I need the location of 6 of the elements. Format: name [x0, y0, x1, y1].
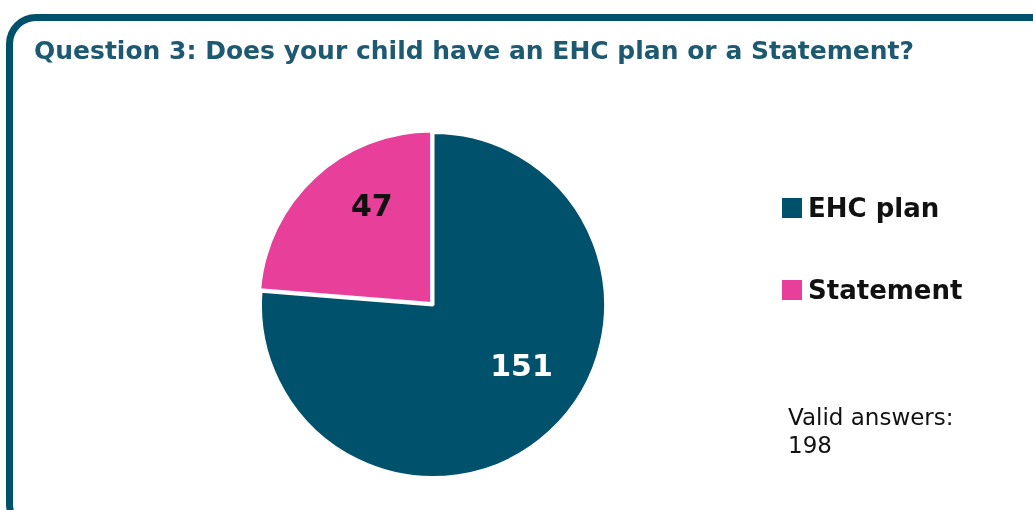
legend-label: EHC plan: [808, 193, 940, 223]
legend-label: Statement: [808, 275, 963, 305]
data-label: 47: [350, 188, 393, 224]
chart-title: Question 3: Does your child have an EHC plan or a Statement?: [34, 36, 914, 65]
data-label: 151: [490, 348, 553, 384]
text: Valid answers: 198: [788, 404, 955, 460]
